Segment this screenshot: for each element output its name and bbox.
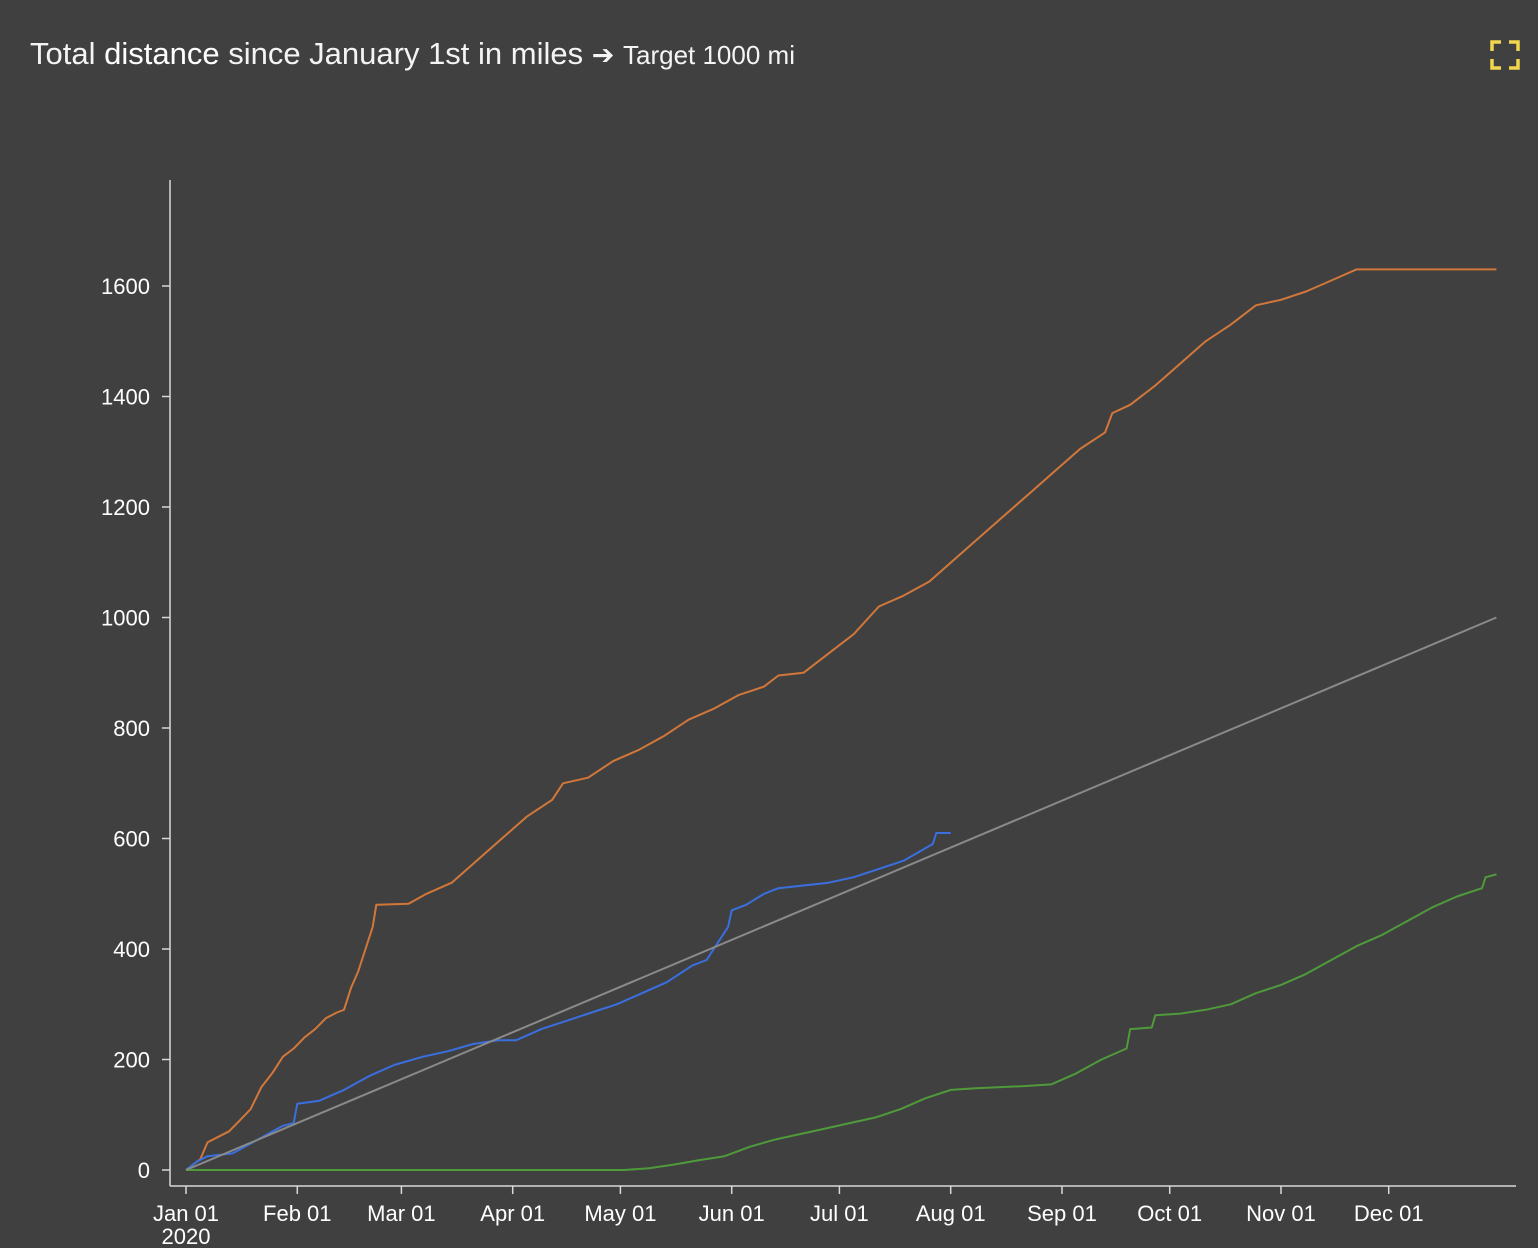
- fullscreen-corners-icon: [1490, 40, 1520, 70]
- title-highlight: distance: [104, 36, 220, 71]
- series-line-4: [185, 616, 1497, 1171]
- y-tick-label: 1200: [101, 495, 150, 520]
- arrow-icon: ➔: [591, 40, 615, 70]
- x-tick-label: Nov 01: [1246, 1201, 1316, 1226]
- x-tick-label: Jul 01: [810, 1201, 869, 1226]
- target-label: Target 1000 mi: [622, 40, 795, 70]
- series-line-2: [185, 832, 951, 1171]
- y-tick-label: 800: [113, 716, 150, 741]
- x-tick-label: Aug 01: [916, 1201, 986, 1226]
- x-tick-label: Dec 01: [1354, 1201, 1424, 1226]
- x-tick-label: May 01: [584, 1201, 656, 1226]
- title-text: Total: [30, 36, 105, 71]
- y-tick-label: 600: [113, 827, 150, 852]
- y-tick-label: 200: [113, 1048, 150, 1073]
- chart-title: Total distance since January 1st in mile…: [30, 36, 795, 72]
- series-line-1: [185, 268, 1497, 1171]
- x-tick-label: Jun 01: [699, 1201, 765, 1226]
- x-tick-label: Apr 01: [480, 1201, 545, 1226]
- y-tick-label: 0: [138, 1158, 150, 1183]
- y-tick-label: 1600: [101, 274, 150, 299]
- title-text-rest: since January 1st in miles: [219, 36, 592, 71]
- x-tick-label: Feb 01: [263, 1201, 332, 1226]
- y-tick-label: 400: [113, 937, 150, 962]
- x-tick-label: Sep 01: [1027, 1201, 1097, 1226]
- y-tick-label: 1400: [101, 385, 150, 410]
- x-tick-year-label: 2020: [162, 1224, 211, 1248]
- fullscreen-icon[interactable]: [1490, 40, 1520, 70]
- x-tick-label: Oct 01: [1137, 1201, 1202, 1226]
- x-tick-label: Mar 01: [367, 1201, 435, 1226]
- y-tick-label: 1000: [101, 606, 150, 631]
- series-line-3: [186, 873, 1497, 1171]
- x-tick-label: Jan 01: [153, 1201, 219, 1226]
